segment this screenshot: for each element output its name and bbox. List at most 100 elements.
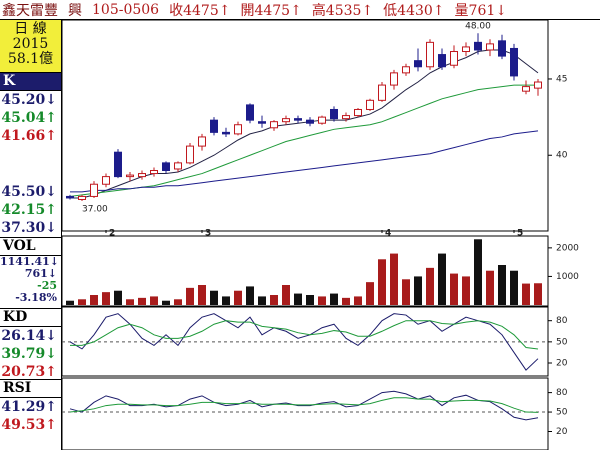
candle-body <box>510 47 518 77</box>
volume-bar <box>246 286 254 305</box>
header-text: 收4475↑ <box>169 2 231 19</box>
y-tick-label: 20 <box>556 359 568 369</box>
indicator-value: -3.18% <box>15 291 57 304</box>
candle-body <box>474 41 482 51</box>
volume-bar <box>90 295 98 305</box>
candle-body <box>294 118 302 121</box>
volume-bar <box>198 285 206 305</box>
x-tick-label: 3 <box>205 229 211 239</box>
y-tick-label: 50 <box>556 408 568 418</box>
y-tick-label: 50 <box>556 337 568 347</box>
y-tick-label: 1000 <box>556 272 579 282</box>
candle-body <box>222 131 230 135</box>
header-text: 開4475↑ <box>240 2 302 19</box>
volume-bar <box>282 285 290 305</box>
volume-bar <box>426 267 434 305</box>
indicator-value: -25 <box>37 279 57 292</box>
candle-body <box>534 81 542 89</box>
line <box>69 313 539 371</box>
volume-bar <box>234 290 242 305</box>
line <box>70 49 539 199</box>
candle-body <box>486 43 494 51</box>
panel-frame <box>61 377 549 450</box>
header-text: 低4430↑ <box>383 2 445 19</box>
info-text: 日 線 <box>14 21 47 37</box>
volume-bar <box>66 300 74 305</box>
x-tick-label: 4 <box>385 229 391 239</box>
y-tick-label: 20 <box>556 427 568 437</box>
candle-body <box>174 162 182 170</box>
volume-bar <box>402 279 410 305</box>
volume-bar <box>498 265 506 305</box>
volume-bar <box>102 292 110 305</box>
candle-body <box>450 51 458 66</box>
volume-bar <box>210 290 218 305</box>
y-tick-label: 80 <box>556 388 568 398</box>
panel-frame <box>61 306 549 377</box>
volume-bar <box>462 276 470 305</box>
panel-title: VOL <box>0 237 61 256</box>
panel-title: KD <box>0 308 61 327</box>
volume-bar <box>114 290 122 305</box>
y-tick-label: 45 <box>556 74 567 84</box>
indicator-value: 49.53↑ <box>1 417 57 433</box>
x-tick-label: 5 <box>517 229 523 239</box>
value-list: 45.20↓ 45.04↑ 41.66↑ 45.50↓ 42.15↑ 37.30↓ <box>0 91 61 237</box>
candle-body <box>150 170 158 175</box>
header-text: 興 <box>68 2 82 19</box>
candle-body <box>330 108 338 120</box>
volume-bar <box>510 270 518 305</box>
value-list: 1141.41↓ 761↓ -25 -3.18% <box>0 256 61 308</box>
line <box>70 130 539 193</box>
candle-body <box>114 151 122 178</box>
indicator-value: 42.15↑ <box>1 202 57 218</box>
indicator-value: 1141.41↓ <box>0 255 59 268</box>
side-panel: 日 線 2015 58.1億 K 45.20↓ 45.04↑ 41.66↑ 45.50… <box>0 20 62 450</box>
candle-body <box>198 136 206 147</box>
value-list: 26.14↓ 39.79↓ 20.73↑ <box>0 327 61 380</box>
volume-bar <box>306 295 314 305</box>
indicator-value: 41.29↑ <box>1 399 57 415</box>
volume-bar <box>174 299 182 305</box>
header: 鑫天雷豐興 105-0506 收4475↑ 開4475↑ 高4535↑ 低4430↑ 量76… <box>0 0 600 20</box>
indicator-value: 41.66↑ <box>1 128 57 144</box>
indicator-value: 39.79↓ <box>1 346 57 362</box>
volume-bar <box>330 293 338 305</box>
indicator-value: 37.30↓ <box>1 220 57 236</box>
volume-bar <box>342 297 350 305</box>
volume-bar <box>390 253 398 305</box>
candle-body <box>366 99 374 110</box>
annotation: 48.00 <box>465 22 491 32</box>
volume-bar <box>474 239 482 305</box>
panel-frame <box>61 19 549 232</box>
volume-bar <box>162 300 170 305</box>
volume-bar <box>378 259 386 305</box>
volume-bar <box>354 296 362 305</box>
volume-bar <box>222 296 230 305</box>
y-tick-label: 80 <box>556 316 568 326</box>
volume-bar <box>270 295 278 305</box>
candle-body <box>426 41 434 68</box>
indicator-value: 45.50↓ <box>1 184 57 200</box>
header-text: 量761↓ <box>454 2 507 19</box>
volume-bar <box>450 273 458 305</box>
candle-body <box>318 116 326 124</box>
candle-body <box>282 118 290 123</box>
volume-bar <box>294 293 302 305</box>
indicator-value: 45.04↑ <box>1 110 57 126</box>
candle-body <box>78 195 86 200</box>
y-tick-label: 2000 <box>556 243 579 253</box>
candle-body <box>102 176 110 185</box>
volume-bar <box>486 270 494 305</box>
volume-bar <box>258 296 266 305</box>
volume-bar <box>522 283 530 305</box>
panel-title: K <box>0 72 61 91</box>
volume-bar <box>438 253 446 305</box>
candle-body <box>234 124 242 135</box>
candle-body <box>462 46 470 53</box>
candle-body <box>186 145 194 164</box>
annotation: 37.00 <box>82 205 108 215</box>
candle-body <box>270 121 278 129</box>
